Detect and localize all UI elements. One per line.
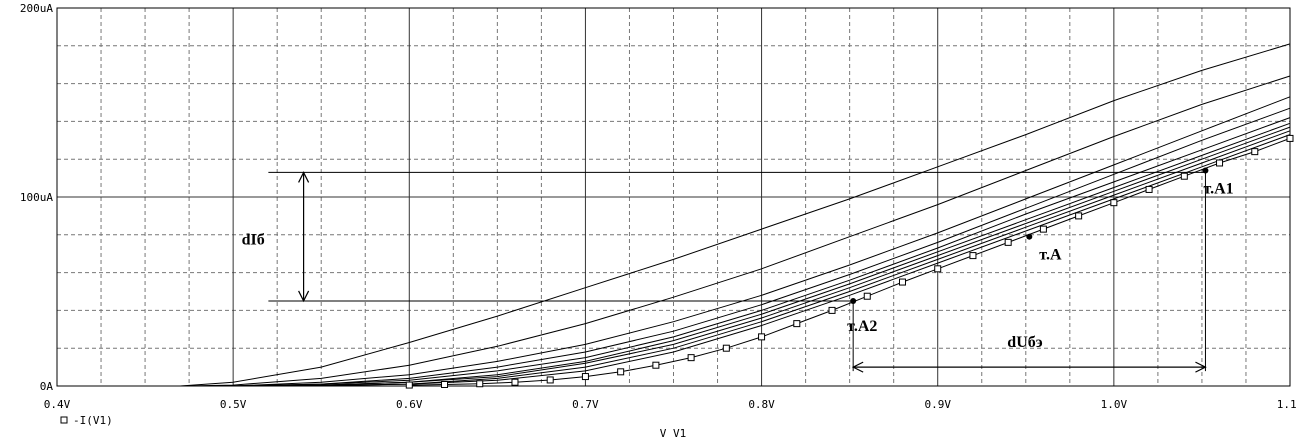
data-marker bbox=[1180, 172, 1188, 180]
data-marker bbox=[969, 252, 977, 260]
series-line bbox=[180, 117, 1291, 387]
data-marker bbox=[1110, 199, 1118, 207]
point-marker bbox=[1202, 167, 1209, 174]
arrow-head bbox=[851, 361, 864, 373]
plot-frame bbox=[56, 7, 1291, 387]
data-marker bbox=[722, 344, 730, 352]
series-line bbox=[180, 43, 1291, 387]
series-line bbox=[409, 137, 1291, 386]
point-label: т.A2 bbox=[847, 318, 877, 335]
series-line bbox=[180, 75, 1291, 387]
x-tick-label: 0.4V bbox=[44, 398, 71, 411]
y-tick-label: 200uA bbox=[20, 2, 53, 15]
data-marker bbox=[828, 306, 836, 314]
data-marker bbox=[863, 292, 871, 300]
x-tick-label: 0.5V bbox=[220, 398, 247, 411]
arrow-head bbox=[298, 171, 310, 183]
x-tick-label: 0.9V bbox=[924, 398, 951, 411]
x-tick-label: 0.6V bbox=[396, 398, 423, 411]
data-marker bbox=[1145, 185, 1153, 193]
series-line bbox=[180, 126, 1291, 387]
data-marker bbox=[758, 333, 766, 341]
legend-label: -I(V1) bbox=[73, 414, 113, 427]
data-marker bbox=[687, 354, 695, 362]
x-axis-label: V V1 bbox=[660, 427, 687, 440]
y-tick-label: 100uA bbox=[20, 191, 53, 204]
series-line bbox=[180, 96, 1291, 387]
y-tick-label: 0A bbox=[40, 380, 54, 393]
data-marker bbox=[441, 380, 449, 388]
x-tick-label: 0.8V bbox=[748, 398, 775, 411]
data-marker bbox=[934, 265, 942, 273]
annotation: dUбэ bbox=[1007, 334, 1042, 351]
data-marker bbox=[793, 320, 801, 328]
x-tick-label: 1.0V bbox=[1101, 398, 1128, 411]
arrow-head bbox=[1195, 361, 1207, 373]
data-marker bbox=[617, 368, 625, 376]
series-line bbox=[180, 134, 1291, 387]
data-marker bbox=[1004, 238, 1012, 246]
data-marker bbox=[581, 373, 589, 381]
data-marker bbox=[546, 376, 554, 384]
data-marker bbox=[652, 361, 660, 369]
legend-marker bbox=[60, 416, 68, 424]
data-marker bbox=[898, 278, 906, 286]
point-label: т.A1 bbox=[1203, 181, 1233, 198]
data-marker bbox=[1075, 212, 1083, 220]
annotation: dIб bbox=[242, 232, 265, 249]
data-marker bbox=[1039, 225, 1047, 233]
data-marker bbox=[405, 381, 413, 389]
data-marker bbox=[511, 378, 519, 386]
arrow-head bbox=[298, 290, 310, 303]
data-marker bbox=[1286, 134, 1294, 142]
x-tick-label: 1.1V bbox=[1277, 398, 1297, 411]
data-marker bbox=[1216, 159, 1224, 167]
point-marker bbox=[850, 297, 857, 304]
data-marker bbox=[476, 380, 484, 388]
data-marker bbox=[1251, 148, 1259, 156]
x-tick-label: 0.7V bbox=[572, 398, 599, 411]
point-marker bbox=[1026, 233, 1033, 240]
point-label: т.A bbox=[1039, 247, 1062, 264]
